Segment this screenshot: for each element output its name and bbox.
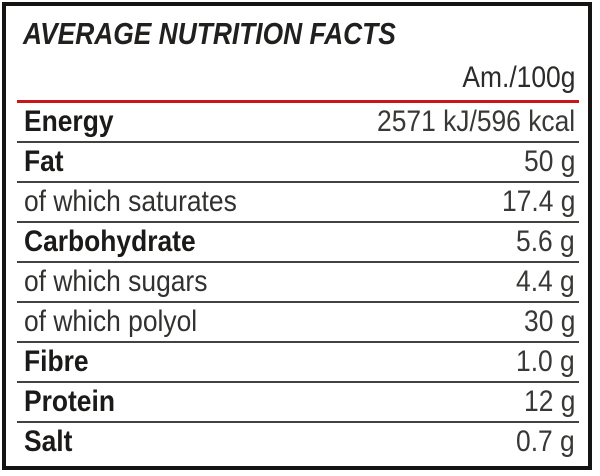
row-label: Protein — [24, 385, 115, 418]
row-label: of which polyol — [24, 305, 198, 338]
table-row-polyol: of which polyol 30 g — [17, 303, 579, 343]
row-label: Salt — [24, 425, 73, 458]
table-row-sugars: of which sugars 4.4 g — [17, 263, 579, 303]
row-label: Carbohydrate — [24, 225, 196, 258]
table-row-protein: Protein 12 g — [17, 383, 579, 423]
row-value: 1.0 g — [516, 345, 575, 378]
row-label: Fat — [24, 145, 64, 178]
row-value: 4.4 g — [516, 265, 575, 298]
nutrition-table: Energy 2571 kJ/596 kcal Fat 50 g of whic… — [17, 103, 579, 461]
table-row-carbohydrate: Carbohydrate 5.6 g — [17, 223, 579, 263]
label-title-row: AVERAGE NUTRITION FACTS — [17, 10, 579, 58]
row-value: 2571 kJ/596 kcal — [376, 105, 575, 138]
row-value: 5.6 g — [516, 225, 575, 258]
table-row-fibre: Fibre 1.0 g — [17, 343, 579, 383]
label-title: AVERAGE NUTRITION FACTS — [23, 16, 396, 51]
row-value: 12 g — [523, 385, 575, 418]
column-header-per-100g: Am./100g — [461, 60, 575, 94]
row-value: 30 g — [523, 305, 575, 338]
row-value: 50 g — [523, 145, 575, 178]
row-label: of which sugars — [24, 265, 208, 298]
column-header-row: Am./100g — [17, 58, 579, 103]
row-value: 0.7 g — [516, 425, 575, 458]
table-row-energy: Energy 2571 kJ/596 kcal — [17, 103, 579, 143]
row-label: Energy — [24, 105, 114, 138]
row-label: of which saturates — [24, 185, 237, 218]
row-label: Fibre — [24, 345, 89, 378]
table-row-fat: Fat 50 g — [17, 143, 579, 183]
table-row-salt: Salt 0.7 g — [17, 423, 579, 461]
row-value: 17.4 g — [501, 185, 575, 218]
table-row-saturates: of which saturates 17.4 g — [17, 183, 579, 223]
nutrition-label-content: AVERAGE NUTRITION FACTS Am./100g Energy … — [17, 10, 579, 460]
nutrition-label-frame: AVERAGE NUTRITION FACTS Am./100g Energy … — [2, 2, 592, 470]
